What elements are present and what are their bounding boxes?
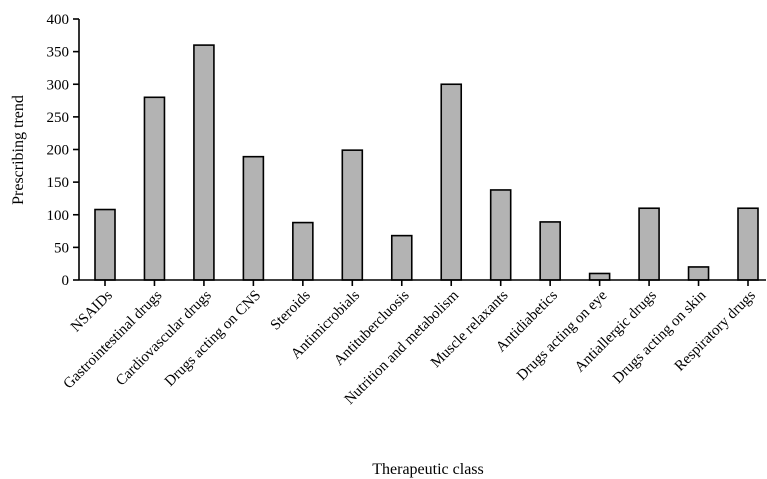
- y-axis-title: Prescribing trend: [10, 95, 27, 205]
- bar: [687, 266, 710, 281]
- bar: [440, 83, 463, 281]
- bar: [242, 155, 265, 281]
- x-tick-label: Drugs acting on CNS: [162, 288, 264, 390]
- bar: [341, 149, 364, 281]
- y-tick-label: 250: [47, 110, 70, 126]
- bar: [638, 207, 660, 281]
- y-tick-label: 150: [47, 175, 70, 191]
- bar: [193, 44, 215, 281]
- bar: [390, 234, 413, 281]
- y-tick-label: 200: [47, 143, 70, 159]
- bar: [489, 189, 512, 281]
- x-tick-label: Cardiovascular drugs: [113, 287, 215, 389]
- x-tick-label: Drugs acting on skin: [610, 287, 710, 387]
- bar: [539, 221, 561, 281]
- x-tick-label: Steroids: [268, 287, 314, 333]
- y-tick-label: 300: [47, 77, 70, 93]
- bar: [94, 208, 116, 281]
- y-tick-label: 100: [47, 208, 70, 224]
- y-tick-label: 400: [47, 12, 70, 28]
- y-tick-label: 350: [47, 45, 70, 61]
- x-tick-label: Gastrointestinal drugs: [61, 287, 166, 392]
- bar: [292, 221, 314, 281]
- bar: [737, 207, 759, 281]
- x-tick-label: NSAIDs: [68, 287, 116, 335]
- bar: [143, 96, 166, 281]
- y-axis-ticks: 0 50 100 150 200 250 300 350 400: [47, 12, 79, 289]
- y-tick-label: 0: [62, 273, 70, 289]
- y-tick-label: 50: [54, 240, 69, 256]
- x-tick-label: Drugs acting on eye: [514, 287, 611, 384]
- bar: [588, 272, 611, 281]
- x-axis-title: Therapeutic class: [372, 461, 484, 478]
- bars-group: [94, 44, 759, 281]
